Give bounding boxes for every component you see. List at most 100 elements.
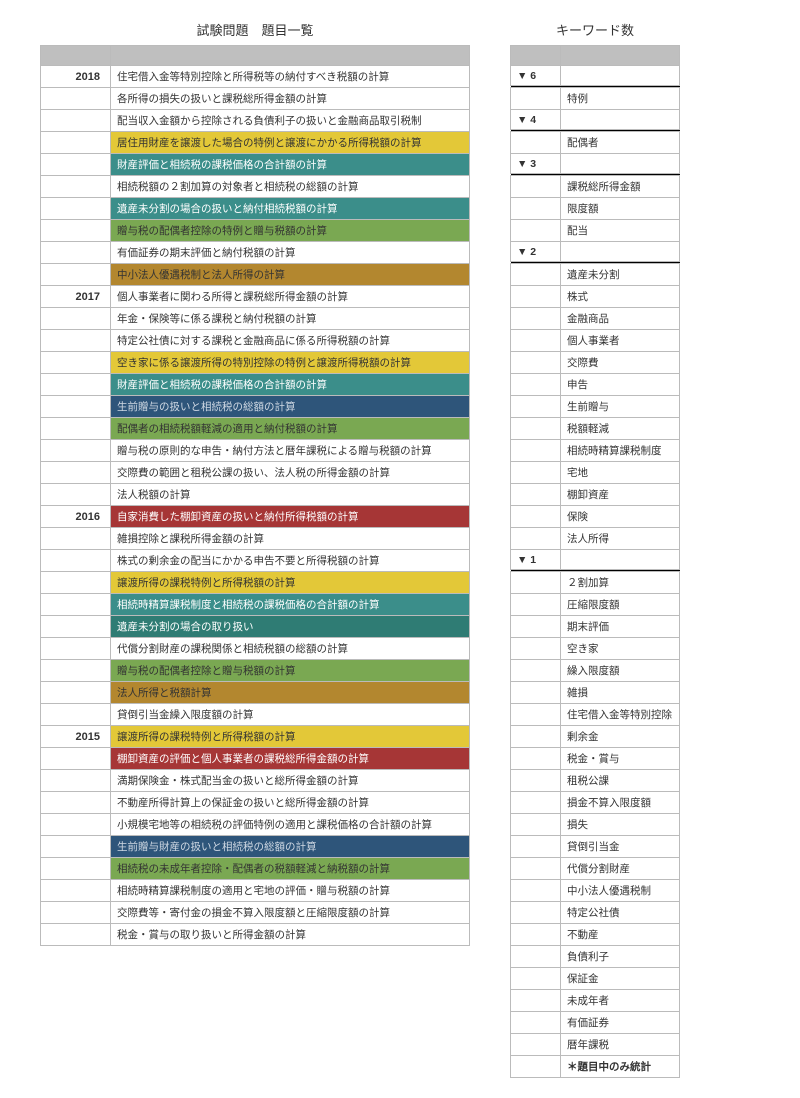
keyword-cell	[561, 242, 680, 262]
keyword-cell: ２割加算	[561, 572, 680, 594]
year-cell	[41, 814, 111, 836]
topic-cell: 財産評価と相続税の課税価格の合計額の計算	[111, 154, 470, 176]
keyword-cell	[561, 154, 680, 174]
year-cell	[41, 242, 111, 264]
topic-cell: 有価証券の期末評価と納付税額の計算	[111, 242, 470, 264]
keyword-cell: 法人所得	[561, 528, 680, 550]
keyword-footer: ＊題目中のみ統計	[561, 1056, 680, 1078]
year-cell	[41, 176, 111, 198]
year-cell	[41, 550, 111, 572]
keyword-cell	[561, 550, 680, 570]
topic-cell: 交際費の範囲と租税公課の扱い、法人税の所得金額の計算	[111, 462, 470, 484]
year-cell	[41, 660, 111, 682]
topic-cell: 相続税額の２割加算の対象者と相続税の総額の計算	[111, 176, 470, 198]
keyword-cell: 限度額	[561, 198, 680, 220]
keyword-cell: 繰入限度額	[561, 660, 680, 682]
keyword-cell: 期末評価	[561, 616, 680, 638]
keyword-cell: 相続時精算課税制度	[561, 440, 680, 462]
year-cell	[41, 638, 111, 660]
keyword-cell: 交際費	[561, 352, 680, 374]
year-cell	[41, 616, 111, 638]
year-cell	[41, 374, 111, 396]
topic-cell: 株式の剰余金の配当にかかる申告不要と所得税額の計算	[111, 550, 470, 572]
keyword-cell: 住宅借入金等特別控除	[561, 704, 680, 726]
year-cell	[41, 110, 111, 132]
topic-cell: 相続時精算課税制度と相続税の課税価格の合計額の計算	[111, 594, 470, 616]
year-cell	[41, 704, 111, 726]
year-cell	[41, 528, 111, 550]
topic-cell: 交際費等・寄付金の損金不算入限度額と圧縮限度額の計算	[111, 902, 470, 924]
keyword-cell: 個人事業者	[561, 330, 680, 352]
year-cell	[41, 902, 111, 924]
keyword-cell: 税金・賞与	[561, 748, 680, 770]
topic-cell: 譲渡所得の課税特例と所得税額の計算	[111, 572, 470, 594]
topic-cell: 居住用財産を譲渡した場合の特例と譲渡にかかる所得税額の計算	[111, 132, 470, 154]
keyword-table: ▼ 6特例▼ 4配偶者▼ 3課税総所得金額限度額配当▼ 2遺産未分割株式金融商品…	[510, 45, 680, 1078]
year-cell: 2018	[41, 66, 111, 88]
topic-cell: 小規模宅地等の相続税の評価特例の適用と課税価格の合計額の計算	[111, 814, 470, 836]
keyword-cell: 空き家	[561, 638, 680, 660]
topic-cell: 各所得の損失の扱いと課税総所得金額の計算	[111, 88, 470, 110]
year-cell	[41, 330, 111, 352]
keyword-cell: 不動産	[561, 924, 680, 946]
topic-cell: 配偶者の相続税額軽減の適用と納付税額の計算	[111, 418, 470, 440]
topic-cell: 法人所得と税額計算	[111, 682, 470, 704]
keyword-cell: 棚卸資産	[561, 484, 680, 506]
year-cell	[41, 748, 111, 770]
keyword-cell: 金融商品	[561, 308, 680, 330]
topic-cell: 中小法人優遇税制と法人所得の計算	[111, 264, 470, 286]
keyword-cell	[561, 66, 680, 86]
topic-cell: 遺産未分割の場合の取り扱い	[111, 616, 470, 638]
year-cell	[41, 484, 111, 506]
topic-cell: 生前贈与財産の扱いと相続税の総額の計算	[111, 836, 470, 858]
year-cell	[41, 594, 111, 616]
keyword-cell: 税額軽減	[561, 418, 680, 440]
keyword-cell: 配当	[561, 220, 680, 242]
year-cell: 2017	[41, 286, 111, 308]
year-cell	[41, 396, 111, 418]
keyword-cell: 損失	[561, 814, 680, 836]
keyword-cell	[561, 110, 680, 130]
keyword-cell: 保証金	[561, 968, 680, 990]
keyword-group-label: ▼ 1	[511, 550, 561, 570]
topic-cell: 特定公社債に対する課税と金融商品に係る所得税額の計算	[111, 330, 470, 352]
topic-cell: 贈与税の配偶者控除と贈与税額の計算	[111, 660, 470, 682]
keyword-cell: 雑損	[561, 682, 680, 704]
topic-cell: 満期保険金・株式配当金の扱いと総所得金額の計算	[111, 770, 470, 792]
keyword-cell: 宅地	[561, 462, 680, 484]
topic-cell: 不動産所得計算上の保証金の扱いと総所得金額の計算	[111, 792, 470, 814]
topic-cell: 代償分割財産の課税関係と相続税額の総額の計算	[111, 638, 470, 660]
year-cell	[41, 264, 111, 286]
keyword-cell: 生前贈与	[561, 396, 680, 418]
topic-cell: 配当収入金額から控除される負債利子の扱いと金融商品取引税制	[111, 110, 470, 132]
year-cell	[41, 572, 111, 594]
year-cell	[41, 154, 111, 176]
year-cell	[41, 308, 111, 330]
keyword-group-label: ▼ 6	[511, 66, 561, 86]
topics-table: 2018住宅借入金等特別控除と所得税等の納付すべき税額の計算各所得の損失の扱いと…	[40, 45, 470, 946]
keyword-cell: 課税総所得金額	[561, 176, 680, 198]
keyword-cell: 有価証券	[561, 1012, 680, 1034]
topic-cell: 財産評価と相続税の課税価格の合計額の計算	[111, 374, 470, 396]
year-cell	[41, 88, 111, 110]
keyword-cell: 租税公課	[561, 770, 680, 792]
year-cell	[41, 440, 111, 462]
year-cell	[41, 770, 111, 792]
keyword-cell: 株式	[561, 286, 680, 308]
year-cell	[41, 132, 111, 154]
topic-cell: 相続時精算課税制度の適用と宅地の評価・贈与税額の計算	[111, 880, 470, 902]
topic-cell: 住宅借入金等特別控除と所得税等の納付すべき税額の計算	[111, 66, 470, 88]
year-cell: 2016	[41, 506, 111, 528]
year-cell	[41, 836, 111, 858]
topic-cell: 個人事業者に関わる所得と課税総所得金額の計算	[111, 286, 470, 308]
topic-cell: 貸倒引当金繰入限度額の計算	[111, 704, 470, 726]
year-cell	[41, 418, 111, 440]
keyword-group-label: ▼ 4	[511, 110, 561, 130]
keyword-panel: キーワード数 ▼ 6特例▼ 4配偶者▼ 3課税総所得金額限度額配当▼ 2遺産未分…	[510, 20, 680, 1078]
topic-cell: 遺産未分割の場合の扱いと納付相続税額の計算	[111, 198, 470, 220]
keyword-cell: 剰余金	[561, 726, 680, 748]
exam-topics-panel: 試験問題 題目一覧 2018住宅借入金等特別控除と所得税等の納付すべき税額の計算…	[40, 20, 470, 946]
year-cell	[41, 682, 111, 704]
year-cell	[41, 352, 111, 374]
year-cell	[41, 220, 111, 242]
